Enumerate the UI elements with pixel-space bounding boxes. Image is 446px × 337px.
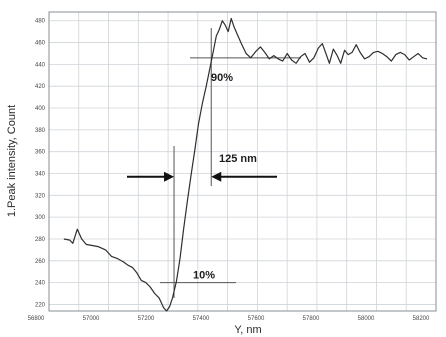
x-tick-label: 57800 bbox=[303, 316, 320, 322]
y-tick-label: 480 bbox=[35, 19, 46, 25]
intensity-series-line bbox=[63, 17, 428, 312]
y-tick-label: 460 bbox=[35, 41, 46, 47]
y-tick-label: 340 bbox=[35, 172, 46, 178]
y-tick-label: 400 bbox=[35, 106, 46, 112]
width-arrows bbox=[127, 171, 277, 182]
x-axis-label: Y, nm bbox=[234, 324, 261, 336]
x-tick-label: 57400 bbox=[193, 316, 210, 322]
x-tick-label: 57200 bbox=[138, 316, 155, 322]
y-tick-label: 260 bbox=[35, 259, 46, 265]
annotation-10-percent: 10% bbox=[193, 270, 215, 282]
y-tick-label: 240 bbox=[35, 281, 46, 287]
guide-lines bbox=[160, 28, 301, 298]
y-tick-label: 320 bbox=[35, 193, 46, 199]
y-tick-label: 220 bbox=[35, 302, 46, 308]
x-tick-label: 58000 bbox=[358, 316, 375, 322]
y-tick-label: 380 bbox=[35, 128, 46, 134]
right-arrow-head bbox=[211, 171, 222, 182]
x-tick-label: 56800 bbox=[28, 316, 45, 322]
x-tick-label: 57000 bbox=[83, 316, 100, 322]
x-tick-label: 57600 bbox=[248, 316, 265, 322]
annotation-width-125nm: 125 nm bbox=[219, 153, 257, 165]
y-tick-label: 300 bbox=[35, 215, 46, 221]
x-tick-labels: 56800 57000 57200 57400 57600 57800 58000 58200 bbox=[28, 316, 430, 322]
y-tick-label: 280 bbox=[35, 237, 46, 243]
x-tick-label: 58200 bbox=[413, 316, 430, 322]
plot-border bbox=[48, 11, 437, 312]
left-arrow-head bbox=[164, 171, 175, 182]
y-tick-labels: 220 240 260 280 300 320 340 360 380 400 420 440 460 4… bbox=[35, 19, 46, 309]
grid bbox=[48, 11, 437, 312]
y-tick-label: 440 bbox=[35, 62, 46, 68]
y-tick-label: 420 bbox=[35, 84, 46, 90]
y-axis-label: 1.Peak intensity, Count bbox=[6, 105, 18, 217]
annotation-90-percent: 90% bbox=[211, 72, 233, 84]
y-tick-label: 360 bbox=[35, 150, 46, 156]
